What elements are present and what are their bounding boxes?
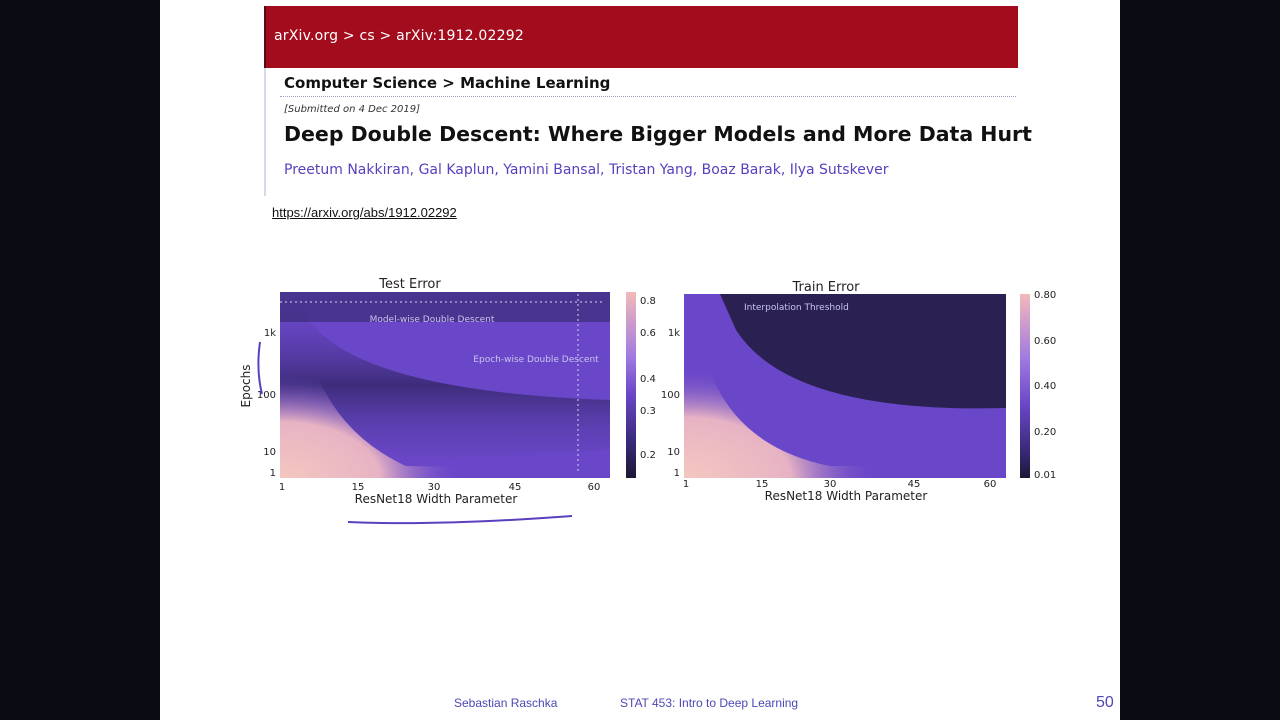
heatmap-high-error-region <box>280 292 610 478</box>
colorbar-tick: 0.3 <box>640 406 656 417</box>
y-tick: 1 <box>270 468 276 479</box>
arxiv-header-banner: arXiv.org > cs > arXiv:1912.02292 <box>264 6 1018 68</box>
footer-course: STAT 453: Intro to Deep Learning <box>620 696 799 710</box>
slide: arXiv.org > cs > arXiv:1912.02292 Comput… <box>160 0 1120 720</box>
heatmap-high-error-region <box>684 294 1006 478</box>
y-tick: 10 <box>263 447 276 458</box>
train-error-heatmap: Train Error Interpolation Threshold 1 10… <box>661 280 1056 503</box>
y-tick: 10 <box>667 447 680 458</box>
y-axis-label: Epochs <box>239 365 253 408</box>
heatmap-top-region <box>280 292 610 322</box>
arxiv-abstract-block: Computer Science > Machine Learning [Sub… <box>264 68 1032 196</box>
x-tick: 30 <box>428 482 441 493</box>
chart-title: Train Error <box>791 280 860 295</box>
divider <box>280 96 1016 97</box>
colorbar-tick: 0.60 <box>1034 336 1056 347</box>
x-tick: 30 <box>824 479 837 490</box>
colorbar-tick: 0.6 <box>640 328 656 339</box>
y-tick: 100 <box>661 390 680 401</box>
arxiv-breadcrumb[interactable]: arXiv.org > cs > arXiv:1912.02292 <box>274 28 524 44</box>
footer-author: Sebastian Raschka <box>454 696 558 710</box>
train-error-figure: Train Error Interpolation Threshold 1 10… <box>640 270 1060 530</box>
paper-title: Deep Double Descent: Where Bigger Models… <box>284 122 1032 146</box>
submission-date: [Submitted on 4 Dec 2019] <box>284 104 421 115</box>
author-list[interactable]: Preetum Nakkiran, Gal Kaplun, Yamini Ban… <box>284 162 889 178</box>
y-tick: 1k <box>668 328 680 339</box>
y-tick: 1 <box>674 468 680 479</box>
handwritten-mark <box>257 341 263 395</box>
model-wise-label: Model-wise Double Descent <box>370 315 495 325</box>
subject-heading: Computer Science > Machine Learning <box>284 74 611 92</box>
slide-number: 50 <box>1096 694 1114 711</box>
test-error-figure: Test Error Model-wise Double Descent Epo… <box>236 270 656 530</box>
handwritten-underline <box>347 515 573 525</box>
colorbar-tick: 0.8 <box>640 296 656 307</box>
x-tick: 15 <box>756 479 769 490</box>
x-tick: 60 <box>984 479 997 490</box>
x-tick: 15 <box>352 482 365 493</box>
y-tick: 1k <box>264 328 276 339</box>
heatmap-dark-band <box>280 292 610 478</box>
colorbar <box>626 292 636 478</box>
colorbar-tick: 0.4 <box>640 374 656 385</box>
chart-title: Test Error <box>378 277 441 292</box>
epoch-wise-label: Epoch-wise Double Descent <box>473 355 599 365</box>
x-tick: 1 <box>683 479 689 490</box>
colorbar <box>1020 294 1030 478</box>
y-tick: 100 <box>257 390 276 401</box>
x-axis-label: ResNet18 Width Parameter <box>355 492 518 506</box>
interpolation-label: Interpolation Threshold <box>744 303 849 313</box>
colorbar-tick: 0.01 <box>1034 470 1056 481</box>
x-axis-label: ResNet18 Width Parameter <box>765 489 928 503</box>
test-error-heatmap: Test Error Model-wise Double Descent Epo… <box>239 277 656 525</box>
colorbar-tick: 0.80 <box>1034 290 1056 301</box>
x-tick: 60 <box>588 482 601 493</box>
colorbar-tick: 0.2 <box>640 450 656 461</box>
x-tick: 1 <box>279 482 285 493</box>
paper-link[interactable]: https://arxiv.org/abs/1912.02292 <box>272 205 457 220</box>
x-tick: 45 <box>509 482 522 493</box>
colorbar-tick: 0.20 <box>1034 427 1056 438</box>
x-tick: 45 <box>908 479 921 490</box>
colorbar-tick: 0.40 <box>1034 381 1056 392</box>
heatmap-interpolated-region <box>720 294 1006 409</box>
